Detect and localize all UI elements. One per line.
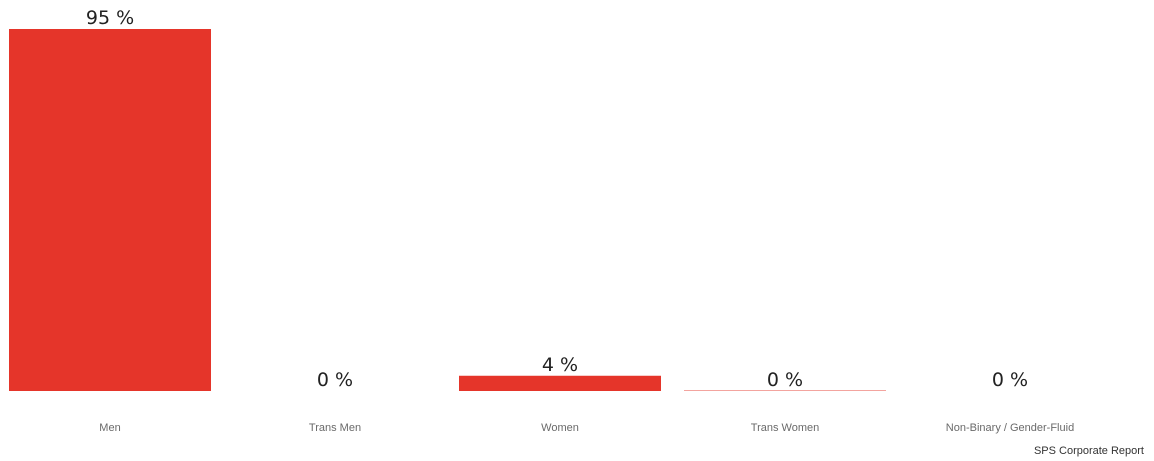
source-note: SPS Corporate Report [1033, 445, 1144, 457]
value-labels-layer: 95 % 0 % 4 % 0 % 0 % [86, 7, 1028, 391]
value-label-women: 4 % [542, 354, 578, 376]
value-label-men: 95 % [86, 7, 134, 29]
category-label-men: Men [99, 422, 120, 434]
bar-men [9, 29, 211, 391]
category-label-women: Women [541, 422, 579, 434]
category-label-non-binary-gender-fluid: Non-Binary / Gender-Fluid [946, 422, 1074, 434]
category-label-trans-women: Trans Women [751, 422, 819, 434]
bar-trans-women [684, 390, 886, 391]
category-labels-layer: Men Trans Men Women Trans Women Non-Binary /… [99, 422, 1074, 434]
value-label-non-binary-gender-fluid: 0 % [992, 369, 1028, 391]
value-label-trans-men: 0 % [317, 369, 353, 391]
value-label-trans-women: 0 % [767, 369, 803, 391]
bars-layer [9, 29, 886, 391]
category-label-trans-men: Trans Men [309, 422, 361, 434]
bar-women [459, 375, 661, 391]
